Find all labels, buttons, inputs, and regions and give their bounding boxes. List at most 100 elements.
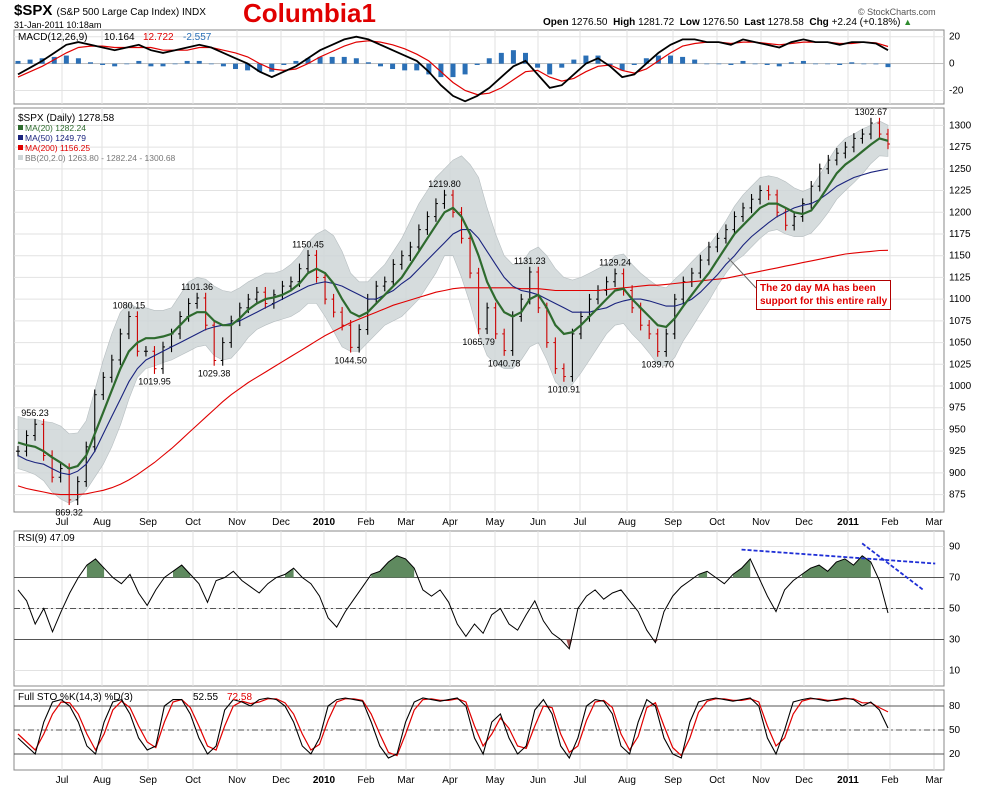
price-y-tick-label: 1175 [949, 229, 971, 240]
x-axis-label: Mar [925, 517, 943, 528]
x-axis-label: Feb [881, 517, 899, 528]
x-axis-label: Jul [574, 517, 587, 528]
price-y-tick-label: 950 [949, 424, 966, 435]
macd-histogram-bar [668, 55, 673, 64]
rsi-trendline [741, 548, 936, 565]
rsi-overbought-fill [285, 568, 294, 578]
macd-histogram-bar [885, 63, 891, 68]
price-legend-item: BB(20,2.0) 1263.80 - 1282.24 - 1300.68 [25, 153, 176, 163]
rsi-y-tick-label: 70 [949, 573, 961, 584]
price-y-tick-label: 1125 [949, 272, 971, 283]
macd-histogram-bar [728, 63, 734, 65]
macd-histogram-bar [341, 56, 347, 64]
price-legend-item: MA(50) 1249.79 [25, 133, 86, 143]
annotation-box: The 20 day MA has been support for this … [756, 280, 892, 310]
macd-histogram-bar [583, 55, 589, 64]
peak-label: 1131.23 [514, 256, 546, 266]
peak-label: 1302.67 [855, 107, 888, 117]
macd-histogram-bar [740, 60, 746, 64]
macd-histogram-bar [281, 63, 287, 65]
macd-histogram-bar [631, 63, 637, 65]
price-y-tick-label: 1100 [949, 294, 971, 305]
macd-histogram-bar [196, 60, 202, 64]
price-legend-item: MA(20) 1282.24 [25, 123, 86, 133]
macd-histogram-bar [535, 63, 541, 68]
macd-histogram-bar [184, 60, 190, 64]
brand-title: Columbia1 [243, 0, 376, 28]
macd-histogram-bar [148, 63, 154, 67]
price-y-tick-label: 1225 [949, 186, 972, 197]
macd-histogram-bar [124, 63, 130, 65]
rsi-y-tick-label: 90 [949, 542, 961, 553]
macd-histogram-bar [390, 63, 396, 70]
macd-histogram-bar [100, 63, 106, 65]
macd-histogram-bar [595, 55, 601, 64]
x-axis-label-bottom: Mar [925, 775, 943, 786]
macd-histogram-bar [305, 58, 311, 64]
peak-label: 1129.24 [599, 258, 631, 268]
rsi-overbought-fill [801, 555, 871, 578]
macd-signal-line [17, 40, 889, 96]
x-axis-label-bottom: Oct [185, 775, 201, 786]
macd-histogram-bar [293, 60, 299, 64]
macd-histogram-bar [873, 63, 879, 65]
x-axis-label: Oct [185, 517, 201, 528]
macd-histogram-bar [800, 60, 806, 64]
rsi-y-tick-label: 50 [949, 604, 961, 615]
macd-histogram-bar [813, 63, 818, 65]
x-axis-label-bottom: Jun [530, 775, 546, 786]
x-axis-label-bottom: Sep [139, 775, 157, 786]
x-axis-label: Aug [93, 517, 111, 528]
macd-histogram-bar [88, 62, 93, 64]
x-axis-label-bottom: Jul [574, 775, 587, 786]
peak-label: 1101.36 [181, 282, 213, 292]
ma20-line [17, 137, 889, 470]
price-y-tick-label: 1075 [949, 316, 972, 327]
macd-histogram-bar [75, 58, 81, 64]
peak-label: 1029.38 [198, 368, 231, 378]
macd-line [17, 35, 889, 103]
peak-label: 1080.15 [113, 300, 146, 310]
x-axis-label: Aug [618, 517, 636, 528]
x-axis-label: Nov [228, 517, 246, 528]
price-y-tick-label: 1150 [949, 251, 971, 262]
x-axis-label-bottom: Dec [795, 775, 813, 786]
peak-label: 1065.79 [462, 337, 495, 347]
rsi-overbought-fill [698, 571, 708, 578]
peak-label: 1039.70 [641, 360, 674, 370]
ma50-line [17, 168, 889, 476]
rsi-line [17, 555, 889, 650]
macd-histogram-bar [486, 58, 492, 64]
stochastic-y-tick-label: 50 [949, 725, 961, 736]
x-axis-label: Nov [752, 517, 770, 528]
macd-signal-value: 12.722 [143, 32, 174, 43]
macd-histogram-bar [329, 56, 335, 64]
price-y-tick-label: 1025 [949, 359, 972, 370]
rsi-legend: RSI(9) 47.09 [18, 533, 75, 544]
stockcharts-credit: © StockCharts.com [858, 7, 936, 17]
macd-histogram-bar [643, 58, 649, 64]
x-axis-label: Dec [795, 517, 813, 528]
price-y-tick-label: 1200 [949, 207, 972, 218]
x-axis-label-bottom: Nov [228, 775, 246, 786]
macd-histogram-bar [547, 63, 553, 75]
peak-label: 1150.45 [292, 239, 324, 249]
macd-legend: MACD(12,26,9) [18, 32, 87, 43]
x-axis-label-bottom: Oct [709, 775, 725, 786]
x-axis-label: Dec [272, 517, 290, 528]
macd-histogram-value: -2.557 [183, 32, 212, 43]
rsi-y-tick-label: 10 [949, 666, 961, 677]
macd-histogram-bar [353, 58, 359, 64]
rsi-overbought-fill [173, 565, 191, 578]
price-y-tick-label: 1000 [949, 381, 972, 392]
ma200-line [17, 249, 889, 496]
price-legend-swatch [18, 155, 23, 160]
rsi-y-tick-label: 30 [949, 635, 961, 646]
rsi-overbought-fill [371, 555, 415, 578]
macd-y-tick-label: 20 [949, 32, 961, 43]
x-axis-label: Sep [664, 517, 682, 528]
macd-histogram-bar [245, 63, 251, 71]
x-axis-label: Sep [139, 517, 157, 528]
annotation-arrow [727, 257, 757, 289]
